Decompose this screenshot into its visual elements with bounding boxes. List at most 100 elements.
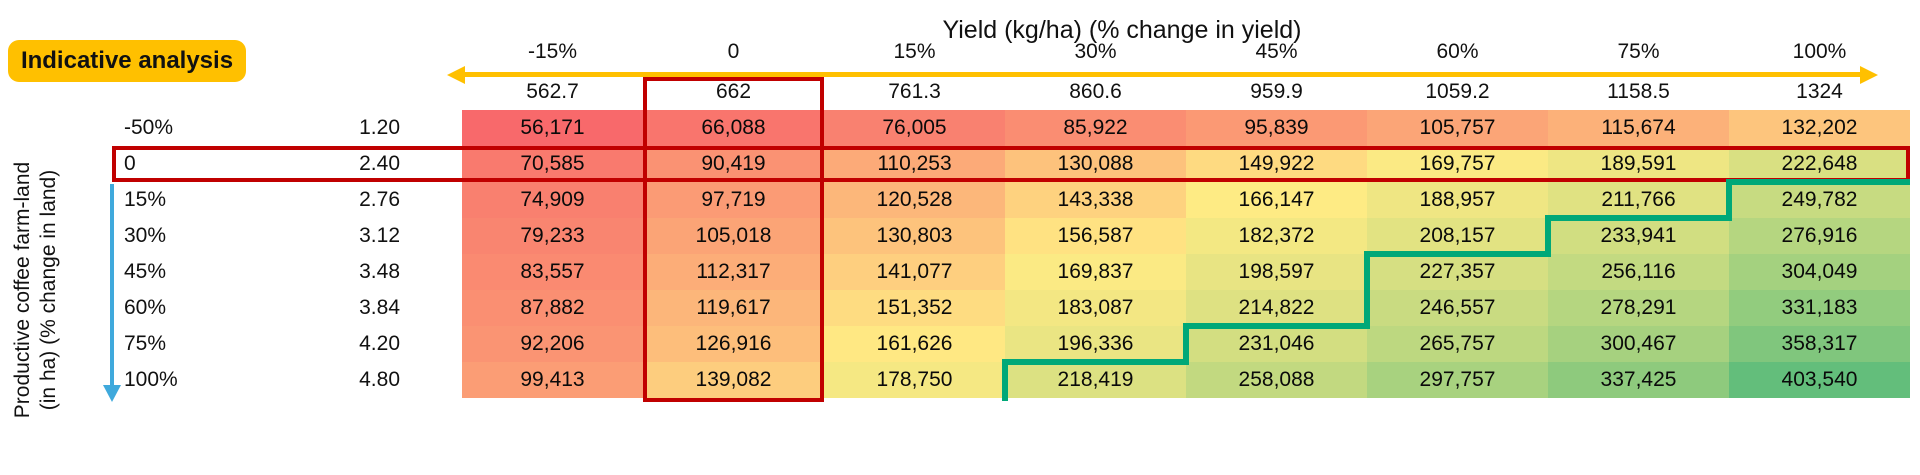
heatmap-cell: 227,357 (1367, 254, 1548, 290)
heatmap-cell: 130,088 (1005, 146, 1186, 182)
x-axis-range-arrow (464, 72, 1862, 77)
column-header-pct: 75% (1617, 40, 1660, 63)
heatmap-cell: 166,147 (1186, 182, 1367, 218)
heatmap-cell: 265,757 (1367, 326, 1548, 362)
heatmap-cell: 233,941 (1548, 218, 1729, 254)
column-header-pct: 0 (727, 40, 740, 63)
heatmap-cell: 74,909 (462, 182, 643, 218)
heatmap-cell: 403,540 (1729, 362, 1910, 398)
column-header-pct: -15% (527, 40, 578, 63)
heatmap-cell: 183,087 (1005, 290, 1186, 326)
heatmap-cell: 169,757 (1367, 146, 1548, 182)
heatmap-cell: 214,822 (1186, 290, 1367, 326)
heatmap-cell: 222,648 (1729, 146, 1910, 182)
heatmap-cell: 249,782 (1729, 182, 1910, 218)
heatmap-cell: 85,922 (1005, 110, 1186, 146)
column-header-pct: 60% (1436, 40, 1479, 63)
base-row-highlight (112, 146, 1910, 182)
heatmap-cell: 143,338 (1005, 182, 1186, 218)
heatmap-cell: 169,837 (1005, 254, 1186, 290)
row-header-land-ha: 4.80 (359, 368, 400, 391)
heatmap-cell: 130,803 (824, 218, 1005, 254)
heatmap-cell: 56,171 (462, 110, 643, 146)
heatmap-cell: 182,372 (1186, 218, 1367, 254)
heatmap-cell: 95,839 (1186, 110, 1367, 146)
y-axis-title-line2: (in ha) (% change in land) (37, 169, 60, 411)
base-column-highlight (643, 77, 824, 402)
indicative-analysis-badge: Indicative analysis (8, 40, 246, 82)
heatmap-cell: 92,206 (462, 326, 643, 362)
arrow-right-icon (1860, 66, 1878, 84)
heatmap-cell: 112,317 (643, 254, 824, 290)
row-header-land-ha: 2.76 (359, 188, 400, 211)
heatmap-cell: 188,957 (1367, 182, 1548, 218)
heatmap-cell: 178,750 (824, 362, 1005, 398)
row-header-pct: 60% (124, 296, 167, 319)
column-header-yield: 1059.2 (1425, 80, 1490, 103)
heatmap-cell: 149,922 (1186, 146, 1367, 182)
row-header-land-ha: 2.40 (359, 152, 400, 175)
heatmap-cell: 105,757 (1367, 110, 1548, 146)
heatmap-cell: 231,046 (1186, 326, 1367, 362)
heatmap-cell: 218,419 (1005, 362, 1186, 398)
row-header-pct: -50% (124, 116, 174, 139)
row-header-land-ha: 3.48 (359, 260, 400, 283)
column-header-yield: 761.3 (888, 80, 941, 103)
row-header-land-ha: 3.84 (359, 296, 400, 319)
row-header-pct: 75% (124, 332, 167, 355)
column-header-yield: 662 (715, 80, 752, 103)
heatmap-cell: 189,591 (1548, 146, 1729, 182)
heatmap-cell: 110,253 (824, 146, 1005, 182)
row-header-pct: 100% (124, 368, 178, 391)
column-header-yield: 562.7 (526, 80, 579, 103)
row-header-land-ha: 4.20 (359, 332, 400, 355)
heatmap-cell: 211,766 (1548, 182, 1729, 218)
row-header-pct: 30% (124, 224, 167, 247)
x-axis-title: Yield (kg/ha) (% change in yield) (942, 16, 1302, 44)
column-header-pct: 15% (893, 40, 936, 63)
heatmap-cell: 278,291 (1548, 290, 1729, 326)
heatmap-cell: 87,882 (462, 290, 643, 326)
heatmap-cell: 119,617 (643, 290, 824, 326)
column-header-yield: 860.6 (1069, 80, 1122, 103)
row-header-pct: 0 (124, 152, 136, 175)
heatmap-cell: 161,626 (824, 326, 1005, 362)
heatmap-cell: 276,916 (1729, 218, 1910, 254)
y-axis-title-line1: Productive coffee farm-land (11, 161, 34, 419)
heatmap-cell: 208,157 (1367, 218, 1548, 254)
heatmap-cell: 79,233 (462, 218, 643, 254)
heatmap-cell: 115,674 (1548, 110, 1729, 146)
row-header-land-ha: 3.12 (359, 224, 400, 247)
heatmap-cell: 90,419 (643, 146, 824, 182)
heatmap-cell: 99,413 (462, 362, 643, 398)
column-header-yield: 1324 (1796, 80, 1843, 103)
heatmap-cell: 198,597 (1186, 254, 1367, 290)
heatmap-cell: 139,082 (643, 362, 824, 398)
y-axis-title: Productive coffee farm-land (in ha) (% c… (10, 112, 62, 468)
row-header-pct: 15% (124, 188, 167, 211)
arrow-left-icon (447, 66, 465, 84)
heatmap-cell: 246,557 (1367, 290, 1548, 326)
heatmap-cell: 105,018 (643, 218, 824, 254)
heatmap-cell: 297,757 (1367, 362, 1548, 398)
heatmap-cell: 331,183 (1729, 290, 1910, 326)
heatmap-cell: 256,116 (1548, 254, 1729, 290)
heatmap-cell: 126,916 (643, 326, 824, 362)
heatmap-cell: 141,077 (824, 254, 1005, 290)
heatmap-cell: 304,049 (1729, 254, 1910, 290)
heatmap-cell: 120,528 (824, 182, 1005, 218)
heatmap-cell: 97,719 (643, 182, 824, 218)
heatmap-cell: 151,352 (824, 290, 1005, 326)
heatmap-cell: 337,425 (1548, 362, 1729, 398)
y-axis-direction-arrow (110, 184, 114, 386)
heatmap-cell: 66,088 (643, 110, 824, 146)
heatmap-cell: 70,585 (462, 146, 643, 182)
arrow-down-icon (103, 385, 121, 402)
heatmap-cell: 358,317 (1729, 326, 1910, 362)
heatmap-cell: 83,557 (462, 254, 643, 290)
column-header-yield: 1158.5 (1607, 80, 1670, 103)
column-header-yield: 959.9 (1250, 80, 1303, 103)
heatmap-cell: 196,336 (1005, 326, 1186, 362)
row-header-pct: 45% (124, 260, 167, 283)
